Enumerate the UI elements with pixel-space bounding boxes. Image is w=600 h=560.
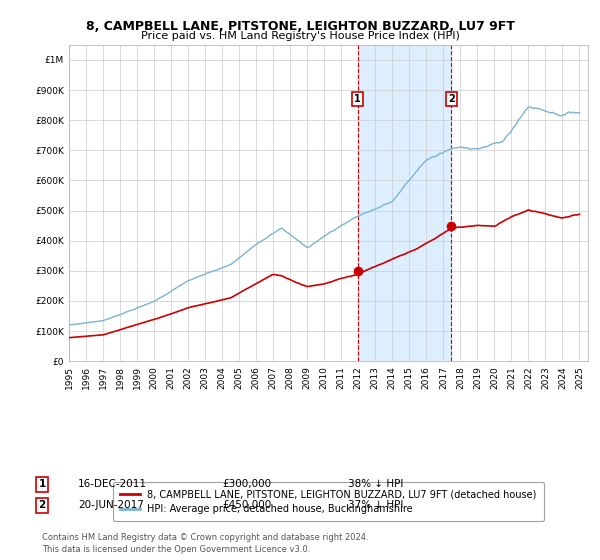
Text: £300,000: £300,000 (222, 479, 271, 489)
Text: 1: 1 (38, 479, 46, 489)
Text: 38% ↓ HPI: 38% ↓ HPI (348, 479, 403, 489)
Text: 1: 1 (354, 94, 361, 104)
Text: 2: 2 (38, 500, 46, 510)
Text: 8, CAMPBELL LANE, PITSTONE, LEIGHTON BUZZARD, LU7 9FT: 8, CAMPBELL LANE, PITSTONE, LEIGHTON BUZ… (86, 20, 514, 32)
Legend: 8, CAMPBELL LANE, PITSTONE, LEIGHTON BUZZARD, LU7 9FT (detached house), HPI: Ave: 8, CAMPBELL LANE, PITSTONE, LEIGHTON BUZ… (113, 482, 544, 521)
Text: Price paid vs. HM Land Registry's House Price Index (HPI): Price paid vs. HM Land Registry's House … (140, 31, 460, 41)
Text: Contains HM Land Registry data © Crown copyright and database right 2024.
This d: Contains HM Land Registry data © Crown c… (42, 533, 368, 554)
Text: 16-DEC-2011: 16-DEC-2011 (78, 479, 147, 489)
Bar (358, 45, 451, 361)
Text: 37% ↓ HPI: 37% ↓ HPI (348, 500, 403, 510)
Text: 20-JUN-2017: 20-JUN-2017 (78, 500, 144, 510)
Text: 2: 2 (448, 94, 455, 104)
Text: £450,000: £450,000 (222, 500, 271, 510)
